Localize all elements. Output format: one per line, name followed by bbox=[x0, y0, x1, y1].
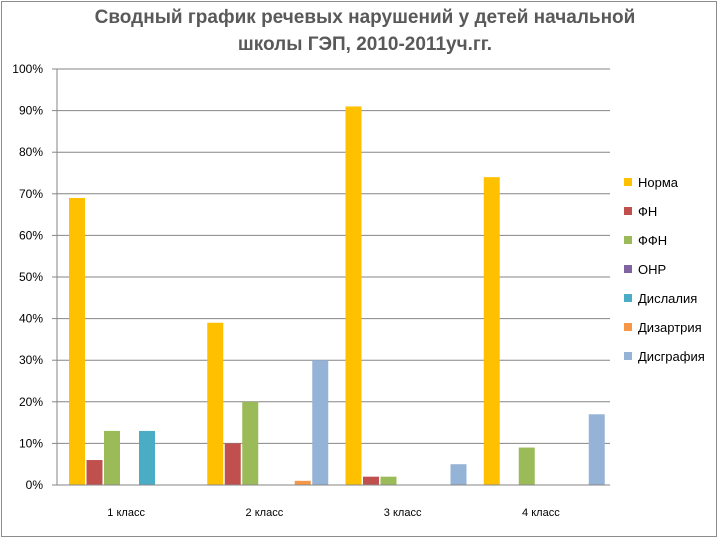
bar bbox=[86, 460, 103, 485]
legend-label: Дисграфия bbox=[638, 349, 705, 364]
chart-title-line-2: школы ГЭП, 2010-2011уч.гг. bbox=[237, 34, 493, 55]
bar bbox=[139, 430, 155, 485]
legend-swatch bbox=[624, 207, 632, 215]
y-tick-label: 70% bbox=[19, 187, 43, 201]
legend-label: ФФН bbox=[638, 233, 667, 248]
legend-label: Дислалия bbox=[638, 291, 697, 306]
y-tick-label: 30% bbox=[19, 353, 43, 367]
gridlines bbox=[52, 68, 610, 486]
bar bbox=[345, 106, 362, 485]
y-tick-label: 90% bbox=[19, 104, 43, 118]
bar bbox=[294, 480, 311, 485]
legend-swatch bbox=[624, 265, 632, 273]
y-tick-label: 20% bbox=[19, 395, 43, 409]
bar bbox=[312, 360, 329, 485]
bars bbox=[69, 106, 605, 485]
axes bbox=[56, 69, 610, 486]
bar bbox=[69, 197, 85, 485]
legend-label: Норма bbox=[638, 175, 679, 190]
bar bbox=[380, 476, 397, 485]
bar bbox=[518, 447, 535, 485]
y-tick-label: 50% bbox=[19, 270, 43, 284]
legend-swatch bbox=[624, 236, 632, 244]
bar bbox=[224, 443, 241, 485]
y-tick-label: 40% bbox=[19, 312, 43, 326]
y-tick-label: 60% bbox=[19, 228, 43, 242]
y-tick-label: 0% bbox=[26, 478, 44, 492]
legend-label: Дизартрия bbox=[638, 320, 702, 335]
chart-title-line-1: Сводный график речевых нарушений у детей… bbox=[94, 7, 636, 28]
x-category-label: 3 класс bbox=[384, 507, 422, 519]
y-tick-label: 10% bbox=[19, 436, 43, 450]
bar bbox=[104, 430, 120, 485]
y-axis-tick-labels: 0% 10% 20% 30% 40% 50% 60% 70% 80% 90% 100% bbox=[12, 62, 43, 492]
x-category-label: 2 класс bbox=[246, 507, 284, 519]
legend-label: ОНР bbox=[638, 262, 666, 277]
bar bbox=[450, 464, 467, 485]
legend-swatch bbox=[624, 352, 632, 360]
bar bbox=[483, 177, 500, 485]
legend-swatch bbox=[624, 323, 632, 331]
bar bbox=[207, 322, 224, 485]
legend-label: ФН bbox=[638, 204, 657, 219]
bar bbox=[242, 401, 259, 485]
y-tick-label: 80% bbox=[19, 145, 43, 159]
x-category-label: 1 класс bbox=[107, 507, 145, 519]
legend-swatch bbox=[624, 294, 632, 302]
y-tick-label: 100% bbox=[12, 62, 43, 76]
x-axis-category-labels: 1 класс 2 класс 3 класс 4 класс bbox=[107, 507, 560, 519]
x-category-label: 4 класс bbox=[522, 507, 560, 519]
chart-title: Сводный график речевых нарушений у детей… bbox=[40, 4, 690, 58]
bar bbox=[363, 476, 379, 485]
legend: Норма ФН ФФН ОНР Дислалия Дизартрия Дисграфия bbox=[624, 175, 705, 364]
legend-swatch bbox=[624, 178, 632, 186]
bar bbox=[588, 414, 605, 485]
